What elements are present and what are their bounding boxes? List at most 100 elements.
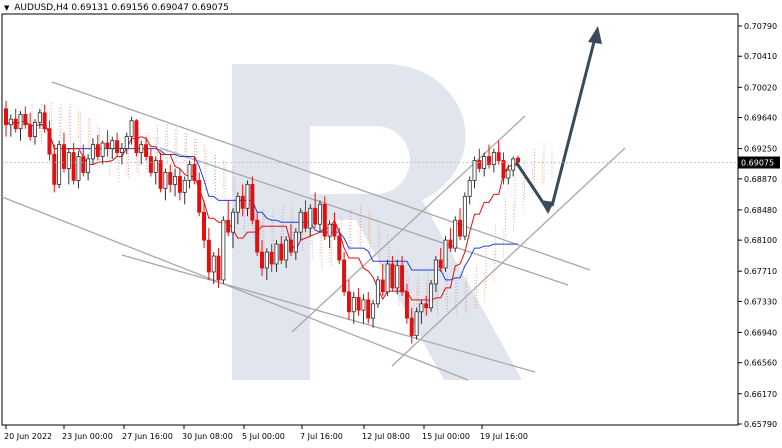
candle-body <box>279 243 284 261</box>
y-tick-label: 0.68100 <box>744 236 777 245</box>
ohlc-close: 0.69075 <box>191 3 229 13</box>
watermark-logo <box>232 63 522 381</box>
forecast-arrowhead-up <box>588 26 602 44</box>
candle-body <box>66 152 71 169</box>
trendline <box>391 147 626 367</box>
x-tick-label: 20 Jun 2022 <box>4 432 52 441</box>
candle-body <box>173 176 178 185</box>
ohlc-high: 0.69156 <box>111 3 149 13</box>
candle-body <box>105 142 110 149</box>
candle-body <box>148 156 153 173</box>
candle-body <box>110 140 115 149</box>
candle-body <box>8 118 13 126</box>
candle-body <box>216 255 221 281</box>
candle-body <box>371 303 376 319</box>
candle-body <box>13 118 18 130</box>
y-tick-label: 0.70410 <box>744 52 777 61</box>
candle-body <box>129 120 134 138</box>
x-tick-label: 23 Jun 00:00 <box>62 432 113 441</box>
candle-body <box>332 223 337 237</box>
candle-body <box>496 152 501 161</box>
candle-body <box>400 265 405 293</box>
candle-body <box>158 160 163 189</box>
candle-body <box>472 160 477 181</box>
x-tick-label: 12 Jul 08:00 <box>362 432 410 441</box>
chart-symbol: AUDUSD,H4 <box>14 3 69 13</box>
candle-body <box>506 169 511 179</box>
candle-body <box>86 158 91 173</box>
candle-body <box>327 223 332 237</box>
candle-body <box>23 113 28 126</box>
candle-body <box>433 259 438 285</box>
y-tick-label: 0.66170 <box>744 390 777 399</box>
candle-body <box>153 160 158 173</box>
candle-body <box>61 144 66 169</box>
candle-body <box>226 219 231 233</box>
candle-body <box>163 172 168 189</box>
candle-body <box>90 144 95 160</box>
candle-body <box>71 152 76 181</box>
candle-body <box>308 207 313 229</box>
candle-body <box>429 283 434 309</box>
x-tick-label: 27 Jun 16:00 <box>122 432 173 441</box>
candle-body <box>235 195 240 213</box>
candle-body <box>424 303 429 309</box>
candle-body <box>250 184 255 221</box>
candle-body <box>255 219 260 253</box>
x-tick-label: 7 Jul 16:00 <box>300 432 343 441</box>
forecast-arrow-up <box>550 33 598 207</box>
y-tick-label: 0.68480 <box>744 206 777 215</box>
candle-body <box>477 160 482 169</box>
candle-body <box>438 259 443 269</box>
candle-body <box>375 279 380 305</box>
trendline <box>121 254 536 373</box>
y-tick-label: 0.67330 <box>744 297 777 306</box>
y-tick-label: 0.69250 <box>744 145 777 154</box>
candle-body <box>187 164 192 181</box>
candle-body <box>81 156 86 173</box>
y-tick-label: 0.70790 <box>744 22 777 31</box>
candle-body <box>52 153 57 185</box>
candle-body <box>322 203 327 237</box>
candle-body <box>168 172 173 185</box>
candle-body <box>458 219 463 237</box>
candle-body <box>274 243 279 265</box>
y-tick-label: 0.66940 <box>744 328 777 337</box>
candle-body <box>28 124 33 138</box>
candle-body <box>32 121 37 138</box>
candle-body <box>298 211 303 233</box>
chart-header: ▼ AUDUSD,H4 0.69131 0.69156 0.69047 0.69… <box>4 3 229 13</box>
candle-body <box>124 136 129 149</box>
candle-body <box>501 160 506 179</box>
candle-body <box>100 142 105 157</box>
candle-body <box>448 239 453 249</box>
candle-body <box>259 251 264 269</box>
candle-body <box>443 239 448 269</box>
candle-body <box>491 152 496 165</box>
candle-body <box>139 144 144 153</box>
candle-body <box>516 157 521 163</box>
candle-body <box>453 219 458 249</box>
candle-body <box>409 317 414 337</box>
y-tick-label: 0.69640 <box>744 114 777 123</box>
candle-body <box>385 263 390 293</box>
candle-body <box>361 299 366 311</box>
dropdown-triangle-icon[interactable]: ▼ <box>4 4 10 12</box>
candle-body <box>42 112 47 130</box>
candle-body <box>356 297 361 311</box>
candle-body <box>293 231 298 253</box>
y-tick-label: 0.65790 <box>744 420 777 429</box>
trendline <box>291 115 526 333</box>
y-tick-label: 0.70020 <box>744 83 777 92</box>
candle-body <box>115 140 120 153</box>
candle-body <box>245 184 250 209</box>
candle-body <box>37 112 42 123</box>
candle-body <box>182 180 187 193</box>
candle-body <box>177 176 182 193</box>
candle-body <box>487 156 492 165</box>
ohlc-open: 0.69131 <box>71 3 109 13</box>
plot-frame <box>1 13 739 426</box>
candle-body <box>192 164 197 181</box>
current-price-box <box>738 156 780 169</box>
candle-body <box>467 180 472 197</box>
